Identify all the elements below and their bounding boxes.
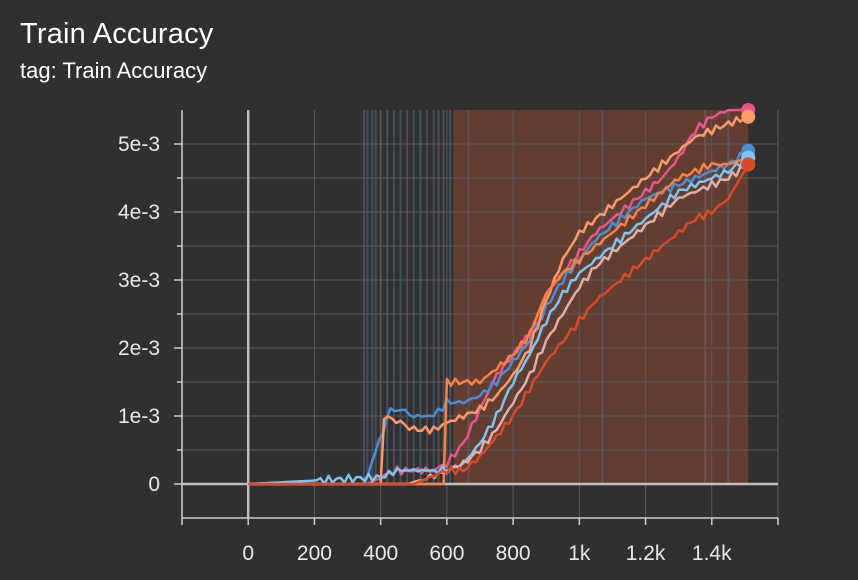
x-tick-label: 1.4k (692, 542, 732, 565)
x-tick-label: 400 (363, 542, 398, 565)
series-line-5 (248, 156, 749, 486)
series-layer (248, 103, 756, 486)
x-tick-label: 600 (429, 542, 464, 565)
series-line-7 (248, 163, 750, 486)
y-tick-label: 0 (148, 473, 160, 496)
x-tick-label: 1k (568, 542, 591, 565)
series-end-point-3 (741, 109, 756, 124)
chart-title: Train Accuracy (20, 18, 214, 50)
series-end-point-7 (741, 157, 756, 172)
x-tick-label: 800 (496, 542, 531, 565)
y-tick-label: 5e-3 (118, 133, 160, 156)
y-tick-label: 4e-3 (118, 201, 160, 224)
y-tick-label: 3e-3 (118, 269, 160, 292)
axes-layer (174, 110, 779, 525)
x-tick-label: 0 (242, 542, 254, 565)
tick-labels-layer: 0 1e-3 2e-3 3e-3 4e-3 5e-3 0 200 400 600 800 1k 1.2k… (118, 133, 732, 565)
x-tick-label: 1.2k (626, 542, 666, 565)
x-tick-label: 200 (297, 542, 332, 565)
chart-tag: tag: Train Accuracy (20, 58, 208, 83)
y-tick-label: 2e-3 (118, 337, 160, 360)
y-tick-label: 1e-3 (118, 405, 160, 428)
